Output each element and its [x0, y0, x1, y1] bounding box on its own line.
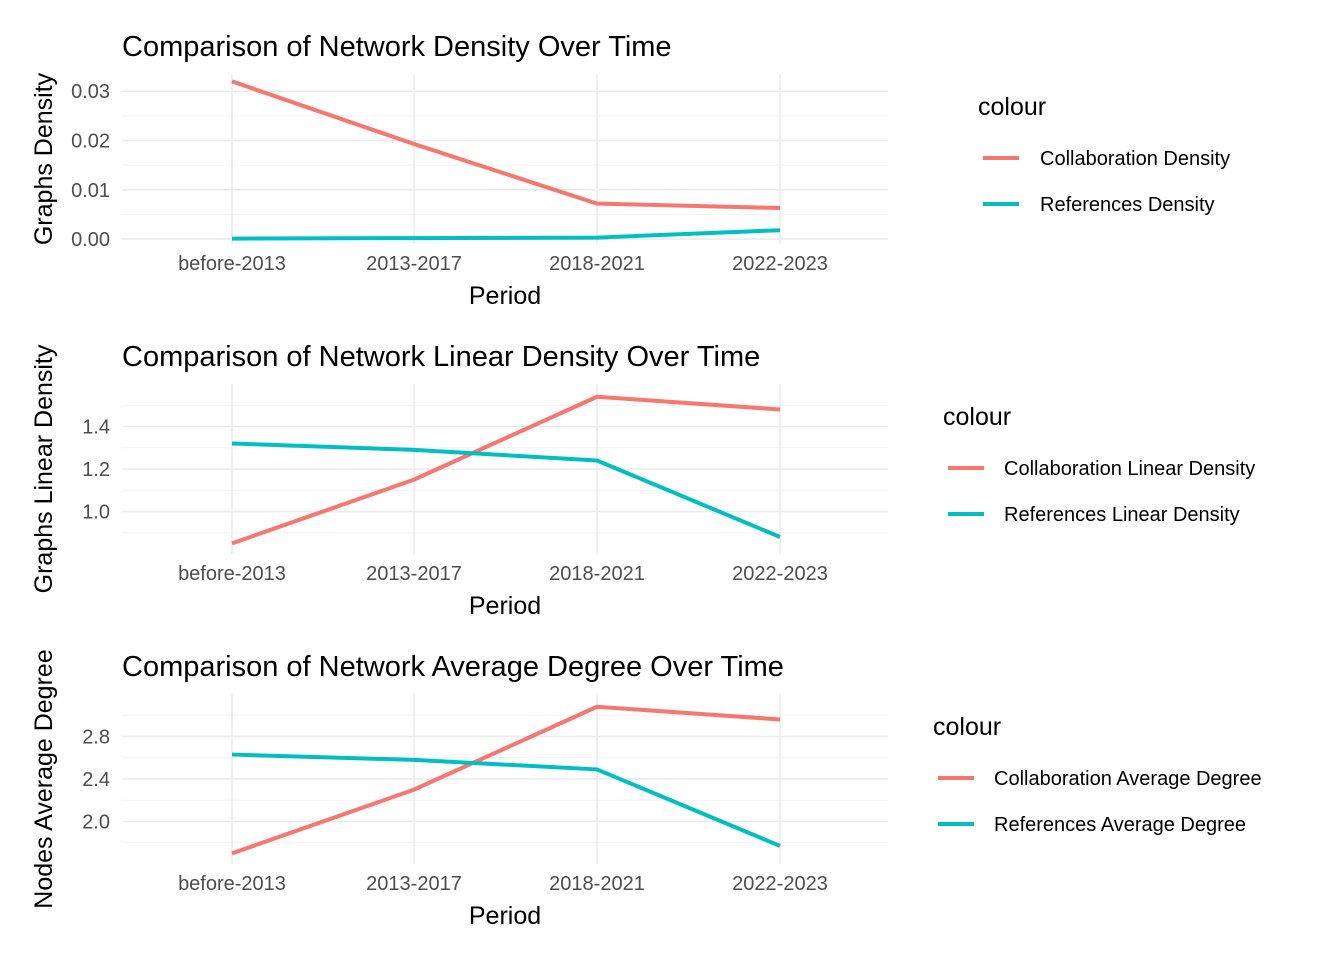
- y-tick-label: 1.0: [82, 502, 110, 524]
- legend-label: Collaboration Density: [1040, 148, 1230, 170]
- chart-title: Comparison of Network Density Over Time: [122, 31, 672, 63]
- series-line: [231, 752, 781, 848]
- x-tick-label: before-2013: [178, 563, 286, 585]
- y-tick-label: 0.00: [71, 229, 110, 251]
- x-axis-label: Period: [469, 592, 541, 620]
- legend: colour Collaboration Average Degree Refere…: [933, 713, 1262, 836]
- y-tick-label: 0.01: [71, 180, 110, 202]
- y-tick-label: 2.4: [82, 769, 110, 791]
- chart-title: Comparison of Network Average Degree Ove…: [122, 651, 784, 683]
- series-line: [231, 394, 781, 546]
- y-axis-label: Nodes Average Degree: [30, 649, 58, 908]
- legend: colour Collaboration Density References De…: [978, 93, 1230, 216]
- x-tick-label: 2018-2021: [549, 563, 645, 585]
- y-axis-label: Graphs Linear Density: [30, 344, 58, 593]
- grid: [122, 74, 888, 244]
- y-tick-label: 2.0: [82, 812, 110, 834]
- x-tick-label: 2022-2023: [732, 253, 828, 275]
- legend: colour Collaboration Linear Density Refere…: [943, 403, 1255, 526]
- grid: [122, 694, 888, 864]
- legend-label: Collaboration Linear Density: [1004, 458, 1255, 480]
- grid: [122, 384, 888, 554]
- series-line: [231, 704, 781, 856]
- chart-panel-3: 2.0 2.4 2.8 before-2013 2013-2017 2018-2021 20…: [30, 649, 1262, 930]
- x-tick-label: 2018-2021: [549, 253, 645, 275]
- y-tick-label: 0.03: [71, 81, 110, 103]
- chart-title: Comparison of Network Linear Density Ove…: [122, 341, 760, 373]
- x-tick-label: before-2013: [178, 873, 286, 895]
- x-tick-label: 2022-2023: [732, 873, 828, 895]
- legend-title: colour: [943, 403, 1011, 431]
- chart-panel-1: 0.00 0.01 0.02 0.03 before-2013 2013-2017 2018…: [30, 31, 1230, 310]
- series-line: [231, 79, 781, 211]
- y-tick-label: 1.4: [82, 417, 110, 439]
- series-line: [231, 228, 781, 241]
- x-tick-label: 2022-2023: [732, 563, 828, 585]
- legend-label: Collaboration Average Degree: [994, 768, 1262, 790]
- chart-panel-2: 1.0 1.2 1.4 before-2013 2013-2017 2018-2021 20…: [30, 341, 1255, 620]
- x-tick-label: before-2013: [178, 253, 286, 275]
- legend-title: colour: [933, 713, 1001, 741]
- y-tick-label: 2.8: [82, 727, 110, 749]
- legend-label: References Linear Density: [1004, 504, 1240, 526]
- y-tick-label: 0.02: [71, 131, 110, 153]
- x-tick-label: 2018-2021: [549, 873, 645, 895]
- x-axis-label: Period: [469, 282, 541, 310]
- x-tick-label: 2013-2017: [366, 563, 462, 585]
- y-axis-label: Graphs Density: [30, 72, 58, 245]
- x-axis-label: Period: [469, 902, 541, 930]
- legend-label: References Average Degree: [994, 814, 1246, 836]
- legend-label: References Density: [1040, 194, 1215, 216]
- x-tick-label: 2013-2017: [366, 873, 462, 895]
- x-tick-label: 2013-2017: [366, 253, 462, 275]
- series-line: [231, 441, 781, 539]
- legend-title: colour: [978, 93, 1046, 121]
- y-tick-label: 1.2: [82, 459, 110, 481]
